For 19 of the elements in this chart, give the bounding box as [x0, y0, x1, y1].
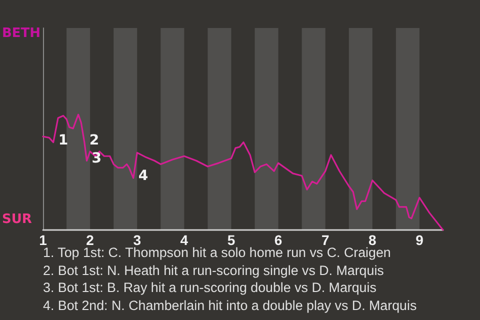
annotation: 3 — [92, 150, 102, 167]
text: BETH — [2, 26, 41, 41]
text: SUR — [2, 212, 32, 227]
text: 2. Bot 1st: N. Heath hit a run-scoring single vs D. Marquis — [43, 262, 385, 279]
text: 4. Bot 2nd: N. Chamberlain hit into a double play vs D. Marquis — [43, 296, 417, 314]
text: 3. Bot 1st: B. Ray hit a run-scoring double vs D. Marquis — [43, 279, 378, 296]
x-tick-label: 8 — [368, 232, 377, 248]
text: 1. Top 1st: C. Thompson hit a solo home run vs C. Craigen — [43, 245, 392, 262]
annotation: 1 — [58, 132, 68, 148]
x-tick-label: 7 — [321, 232, 330, 248]
x-tick-label: 5 — [227, 232, 236, 248]
annotation: 4 — [138, 168, 148, 184]
x-tick-label: 2 — [86, 232, 94, 248]
x-tick-label: 9 — [416, 232, 424, 248]
x-tick-label: 6 — [274, 232, 282, 248]
annotation: 2 — [89, 132, 100, 148]
x-tick-label: 1 — [39, 232, 48, 248]
x-tick-label: 3 — [133, 232, 142, 248]
x-tick-label: 4 — [180, 232, 188, 248]
